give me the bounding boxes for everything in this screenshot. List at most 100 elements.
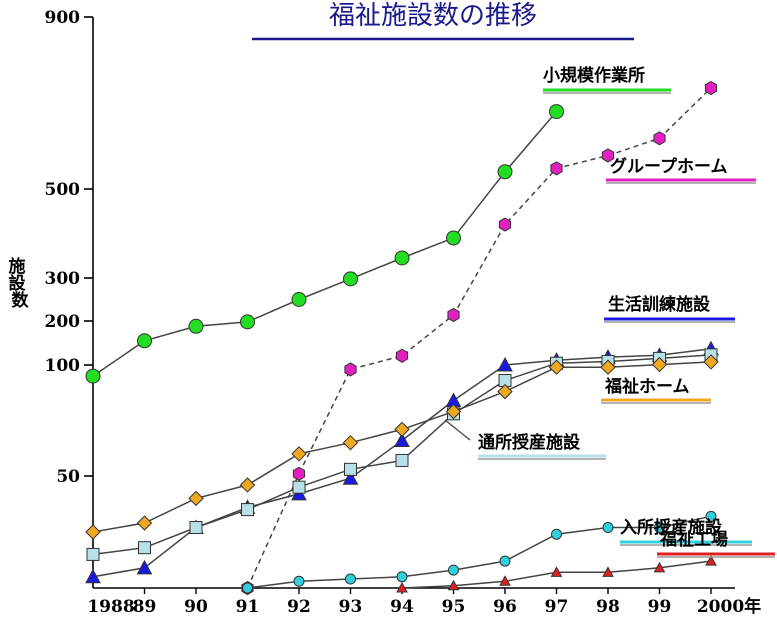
- data-point: [548, 359, 565, 375]
- data-point: [602, 522, 614, 534]
- data-point: [498, 217, 512, 232]
- data-point: [447, 307, 460, 323]
- chart-title: 福祉施設数の推移: [329, 1, 537, 31]
- series-label: グループホーム: [610, 156, 727, 177]
- data-point: [497, 383, 513, 400]
- data-point: [85, 568, 101, 584]
- data-point: [136, 559, 153, 575]
- data-point: [292, 480, 306, 494]
- data-point: [394, 421, 410, 438]
- data-point: [291, 292, 307, 307]
- y-tick-label: 200: [45, 312, 81, 332]
- data-point: [497, 356, 513, 372]
- label-leader-line: [444, 419, 471, 441]
- y-axis-label-char: 施: [9, 256, 26, 277]
- data-point: [551, 528, 562, 540]
- x-tick-label: 90: [184, 597, 208, 617]
- x-tick-label: 98: [596, 597, 620, 617]
- data-point: [499, 575, 511, 586]
- data-point: [705, 510, 717, 522]
- y-axis-label: 施 設 数: [9, 256, 32, 311]
- data-point: [396, 571, 408, 583]
- y-tick-label: 500: [45, 180, 81, 200]
- series: [396, 555, 717, 593]
- data-point: [550, 566, 563, 577]
- x-tick-label: 94: [390, 597, 414, 617]
- y-ticks: 900 500 300 200 100 50: [45, 8, 93, 487]
- data-point: [394, 432, 410, 447]
- data-point: [703, 354, 719, 370]
- data-point: [188, 318, 204, 334]
- data-point: [136, 515, 153, 531]
- data-point: [344, 462, 357, 476]
- data-point: [600, 359, 616, 375]
- x-tick-label: 1988: [87, 597, 134, 617]
- data-point: [705, 555, 717, 566]
- x-tick-label: 99: [648, 597, 672, 617]
- data-point: [86, 547, 100, 561]
- data-point: [85, 368, 101, 384]
- series: [85, 354, 719, 540]
- data-point: [241, 503, 254, 517]
- data-point: [343, 271, 358, 287]
- data-point: [499, 555, 511, 567]
- series-label: 通所授産施設: [478, 432, 581, 453]
- series-line: [247, 515, 712, 589]
- data-point: [653, 131, 666, 146]
- x-tick-label: 92: [287, 597, 311, 617]
- data-point: [137, 333, 152, 349]
- x-tick-label: 93: [339, 597, 363, 617]
- data-point: [239, 477, 256, 493]
- data-point: [447, 579, 460, 591]
- series-label: 生活訓練施設: [608, 294, 711, 315]
- data-point: [189, 521, 203, 535]
- x-tick-label: 91: [236, 597, 260, 617]
- data-point: [396, 581, 408, 593]
- data-point: [601, 148, 615, 163]
- data-point: [188, 490, 204, 507]
- data-point: [345, 573, 356, 585]
- x-tick-label: 95: [442, 597, 466, 617]
- series: [85, 104, 564, 384]
- data-point: [293, 575, 305, 587]
- data-point: [395, 348, 409, 363]
- data-point: [549, 104, 564, 120]
- series: [242, 510, 717, 594]
- y-tick-label: 300: [45, 269, 81, 289]
- data-point: [85, 524, 101, 540]
- y-axis-label-char: 設: [9, 273, 27, 294]
- data-point: [242, 582, 253, 594]
- y-tick-label: 100: [45, 356, 81, 376]
- data-point: [445, 403, 462, 420]
- series-label: 福祉ホーム: [604, 376, 690, 397]
- data-point: [651, 356, 668, 373]
- x-tick-label: 96: [493, 597, 517, 617]
- data-point: [653, 561, 666, 573]
- data-point: [448, 564, 459, 576]
- data-point: [342, 470, 359, 485]
- y-tick-label: 50: [56, 467, 80, 487]
- y-axis-label-char: 数: [12, 290, 30, 311]
- series-label: 小規模作業所: [543, 65, 645, 86]
- data-point: [292, 466, 306, 481]
- data-point: [446, 230, 461, 246]
- data-point: [602, 566, 614, 577]
- data-point: [497, 164, 513, 180]
- data-point: [344, 362, 357, 377]
- series-label: 福祉工場: [659, 529, 728, 550]
- series-line: [92, 111, 558, 377]
- series-label: 入所授産施設: [620, 517, 723, 538]
- series-line: [246, 87, 712, 589]
- data-point: [394, 250, 410, 266]
- data-point: [240, 314, 255, 330]
- x-tick-label: 89: [133, 597, 157, 617]
- data-point: [138, 541, 151, 555]
- x-tick-label: 97: [545, 597, 569, 617]
- data-point: [704, 80, 718, 96]
- data-point: [291, 446, 307, 462]
- series-layer: [85, 80, 719, 596]
- data-point: [395, 453, 409, 467]
